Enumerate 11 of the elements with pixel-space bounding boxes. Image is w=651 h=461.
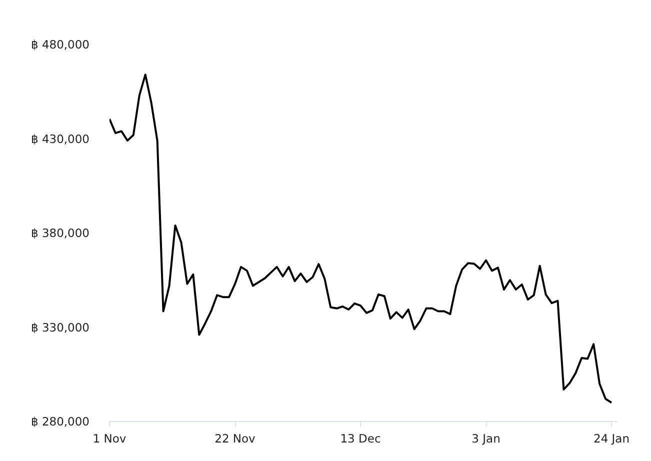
x-tick-label: 22 Nov [214, 432, 256, 446]
x-tick-label: 24 Jan [594, 432, 630, 446]
line-series [110, 74, 613, 404]
x-tick-label: 3 Jan [472, 432, 500, 446]
x-tick-label: 13 Dec [340, 432, 381, 446]
y-tick-label: ฿ 430,000 [30, 132, 90, 146]
y-tick-label: ฿ 330,000 [30, 320, 90, 334]
x-tick-label: 1 Nov [92, 432, 126, 446]
y-tick-label: ฿ 480,000 [30, 38, 90, 52]
y-tick-label: ฿ 280,000 [30, 414, 90, 428]
y-tick-label: ฿ 380,000 [30, 226, 90, 240]
